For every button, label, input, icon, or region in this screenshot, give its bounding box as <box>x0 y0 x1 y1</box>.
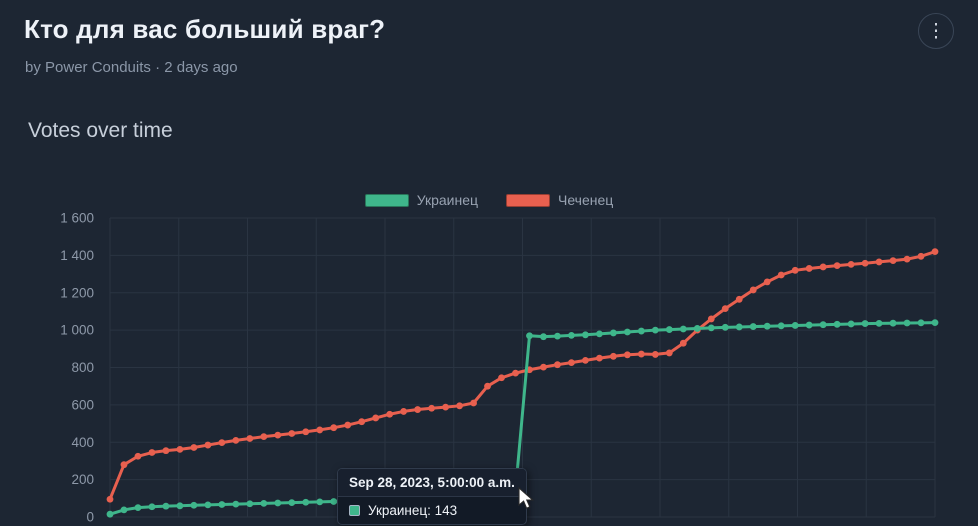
svg-text:1 600: 1 600 <box>60 211 94 226</box>
page-title: Кто для вас больший враг? <box>24 14 386 44</box>
legend-item-ukrainec[interactable]: Украинец <box>364 192 479 208</box>
kebab-menu-button[interactable]: ⋮ <box>918 13 954 49</box>
section-title: Votes over time <box>28 119 173 142</box>
legend-label: Чеченец <box>558 192 614 208</box>
svg-text:600: 600 <box>71 397 94 412</box>
svg-text:800: 800 <box>71 360 94 375</box>
tooltip-date: Sep 28, 2023, 5:00:00 a.m. <box>338 469 526 497</box>
legend-label: Украинец <box>416 192 479 208</box>
svg-text:1 000: 1 000 <box>60 323 94 338</box>
kebab-menu-icon: ⋮ <box>926 20 946 42</box>
tooltip-series-marker-icon <box>349 505 360 516</box>
legend-marker-green-icon <box>364 193 409 207</box>
tooltip-value: Украинец: 143 <box>368 503 458 518</box>
tooltip-row: Украинец: 143 <box>338 497 526 524</box>
legend-item-chechenec[interactable]: Чеченец <box>506 192 613 208</box>
legend-marker-red-icon <box>506 193 551 207</box>
chart-legend: Украинец Чеченец <box>0 192 978 208</box>
svg-text:400: 400 <box>71 435 94 450</box>
byline: by Power Conduits · 2 days ago <box>25 59 238 76</box>
svg-text:0: 0 <box>86 510 94 525</box>
svg-text:1 200: 1 200 <box>60 285 94 300</box>
chart-tooltip: Sep 28, 2023, 5:00:00 a.m. Украинец: 143 <box>337 468 527 525</box>
svg-text:1 400: 1 400 <box>60 248 94 263</box>
svg-text:200: 200 <box>71 472 94 487</box>
